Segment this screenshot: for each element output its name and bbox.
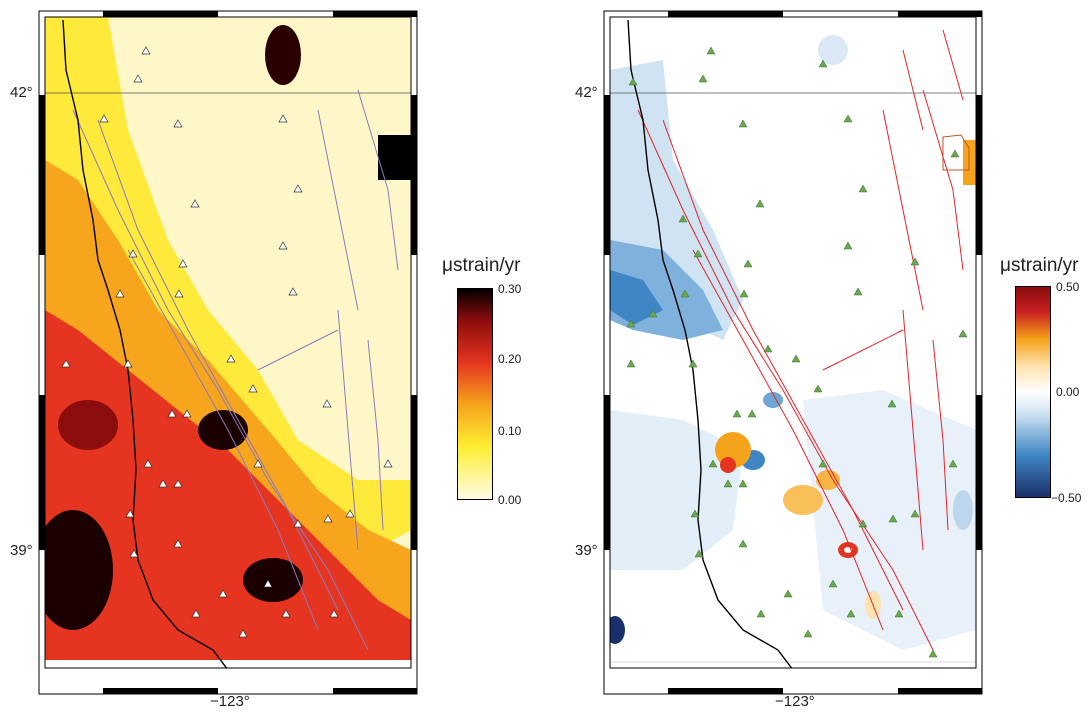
right-lat-label-42: 42° — [575, 84, 598, 101]
left-colorbar-tick-030: 0.30 — [498, 282, 522, 296]
left-lon-label: −123° — [210, 693, 250, 710]
right-colorbar — [1015, 286, 1051, 498]
right-lon-label: −123° — [775, 693, 815, 710]
left-colorbar-title: μstrain/yr — [442, 255, 521, 276]
left-lat-label-42: 42° — [10, 84, 33, 101]
right-colorbar-tick-050: 0.50 — [1056, 280, 1080, 294]
right-stations — [626, 46, 968, 658]
left-colorbar-tick-000: 0.00 — [498, 493, 522, 507]
right-colorbar-tick-000: 0.00 — [1056, 385, 1080, 399]
right-strain-map — [603, 10, 983, 695]
right-colorbar-title: μstrain/yr — [1000, 255, 1079, 276]
left-lat-label-39: 39° — [10, 542, 33, 559]
left-colorbar — [457, 288, 493, 500]
left-colorbar-tick-010: 0.10 — [498, 424, 522, 438]
right-colorbar-tick-neg050: −0.50 — [1051, 491, 1082, 505]
right-map-panel — [603, 10, 983, 695]
left-stations — [61, 46, 393, 638]
left-strain-map — [38, 10, 418, 695]
left-map-panel — [38, 10, 418, 695]
right-lat-label-39: 39° — [575, 542, 598, 559]
left-colorbar-tick-020: 0.20 — [498, 352, 522, 366]
